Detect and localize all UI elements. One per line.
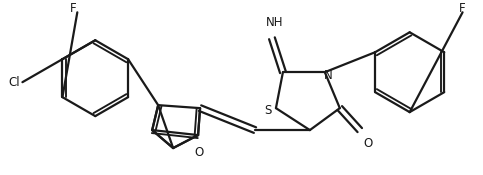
Text: F: F <box>459 2 466 15</box>
Text: S: S <box>264 104 271 117</box>
Text: Cl: Cl <box>9 76 20 89</box>
Text: O: O <box>363 136 372 150</box>
Text: F: F <box>70 2 77 15</box>
Text: O: O <box>195 146 204 159</box>
Text: N: N <box>324 69 332 82</box>
Text: NH: NH <box>266 16 284 29</box>
